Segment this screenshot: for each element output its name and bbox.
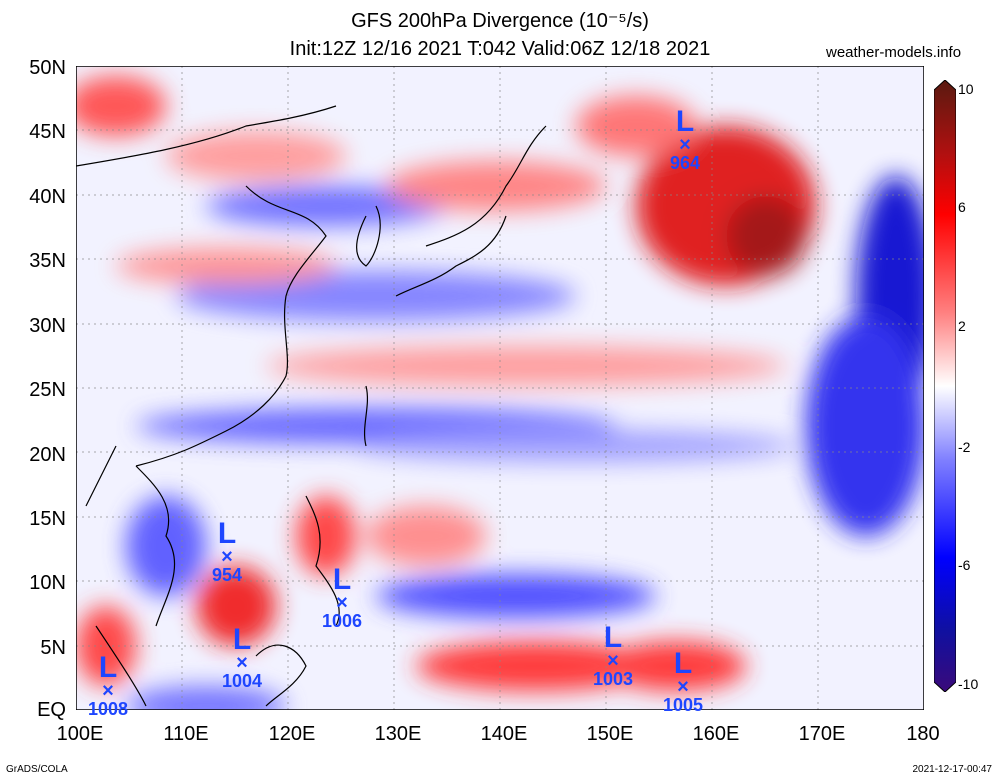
lat-label: 30N: [29, 315, 66, 337]
colorbar-label: -10: [958, 676, 979, 692]
low-marker: L × 1004: [212, 625, 272, 691]
low-value: 1006: [321, 611, 363, 631]
lon-label: 170E: [798, 723, 846, 745]
lon-label: 120E: [268, 723, 316, 745]
lon-label: 150E: [586, 723, 634, 745]
divergence-map: [76, 66, 924, 710]
chart-subtitle: Init:12Z 12/16 2021 T:042 Valid:06Z 12/1…: [289, 38, 711, 60]
lat-label: EQ: [37, 699, 66, 721]
low-marker: L × 1003: [583, 623, 643, 689]
low-value: 964: [669, 153, 701, 173]
lat-label: 25N: [29, 379, 66, 401]
lat-label: 35N: [29, 250, 66, 272]
colorbar: [934, 80, 956, 692]
colorbar-label: -6: [958, 557, 971, 573]
lat-label: 50N: [29, 57, 66, 79]
footer-right: 2021-12-17-00:47: [912, 764, 992, 775]
lat-label: 20N: [29, 444, 66, 466]
low-value: 1008: [87, 699, 129, 719]
footer-left: GrADS/COLA: [6, 764, 68, 775]
lon-label: 110E: [163, 723, 209, 745]
colorbar-label: -2: [958, 439, 971, 455]
lon-label: 130E: [374, 723, 422, 745]
low-marker: L × 1006: [312, 565, 372, 631]
lat-label: 45N: [29, 121, 66, 143]
colorbar-label: 10: [958, 81, 974, 97]
lat-label: 40N: [29, 186, 66, 208]
lat-label: 15N: [29, 508, 66, 530]
low-marker: L × 964: [655, 107, 715, 173]
low-marker: L × 1005: [653, 649, 713, 715]
low-value: 1005: [662, 695, 704, 715]
low-value: 1003: [592, 669, 634, 689]
lon-label: 180: [906, 723, 940, 745]
coastlines: [76, 105, 547, 707]
colorbar-label: 6: [958, 199, 966, 215]
low-value: 954: [211, 565, 243, 585]
lon-label: 100E: [56, 723, 104, 745]
lon-label: 160E: [692, 723, 740, 745]
colorbar-label: 2: [958, 318, 966, 334]
lat-label: 10N: [29, 572, 66, 594]
low-marker: L × 1008: [78, 653, 138, 719]
chart-title: GFS 200hPa Divergence (10⁻⁵/s): [351, 10, 649, 32]
low-value: 1004: [221, 671, 263, 691]
lon-label: 140E: [480, 723, 528, 745]
low-marker: L × 954: [197, 519, 257, 585]
lat-label: 5N: [40, 637, 66, 659]
site-label: weather-models.info: [826, 44, 962, 61]
